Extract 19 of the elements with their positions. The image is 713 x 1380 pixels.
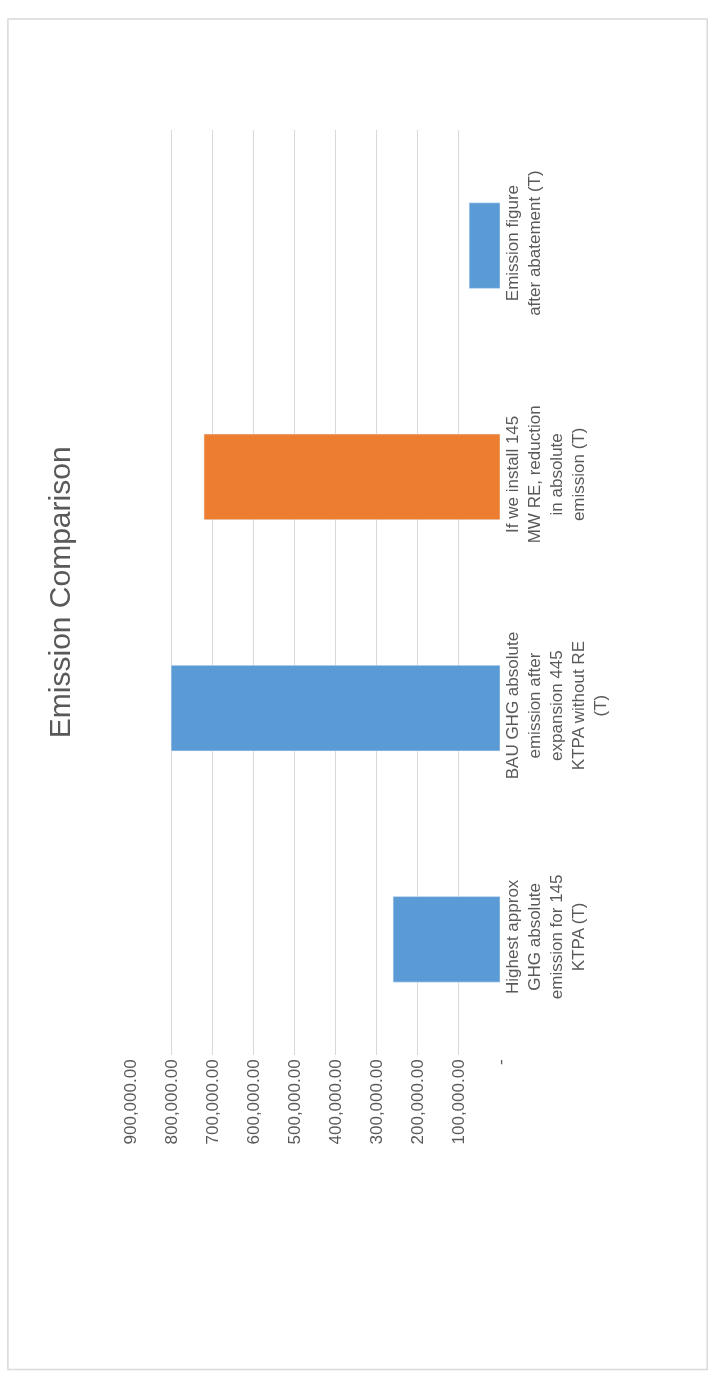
bar [468,202,500,289]
y-tick-label: Emission figure after abatement (T) [503,170,545,316]
bar [392,896,500,983]
x-tick-label: 500,000.00 [284,1059,304,1145]
x-tick-label: 900,000.00 [120,1059,140,1145]
bar [203,433,500,520]
y-tick-label: If we install 145 MW RE, reduction in absolute emission (T) [503,405,589,544]
text: Emission Comparison [43,446,77,739]
bar [170,665,500,752]
x-tick-label: 700,000.00 [202,1059,222,1145]
x-tick-label: 200,000.00 [408,1059,428,1145]
x-tick-label: 300,000.00 [367,1059,387,1145]
x-tick-label: 600,000.00 [243,1059,263,1145]
y-tick-label: Highest approx GHG absolute emission for 145 KTPA (T) [503,874,589,1000]
y-tick-label: BAU GHG absolute emission after expansion 445 KTPA without RE (T) [503,631,611,780]
x-tick-label: 800,000.00 [161,1059,181,1145]
x-tick-label: 100,000.00 [449,1059,469,1145]
x-tick-label: - [490,1059,510,1066]
x-tick-label: 400,000.00 [326,1059,346,1145]
